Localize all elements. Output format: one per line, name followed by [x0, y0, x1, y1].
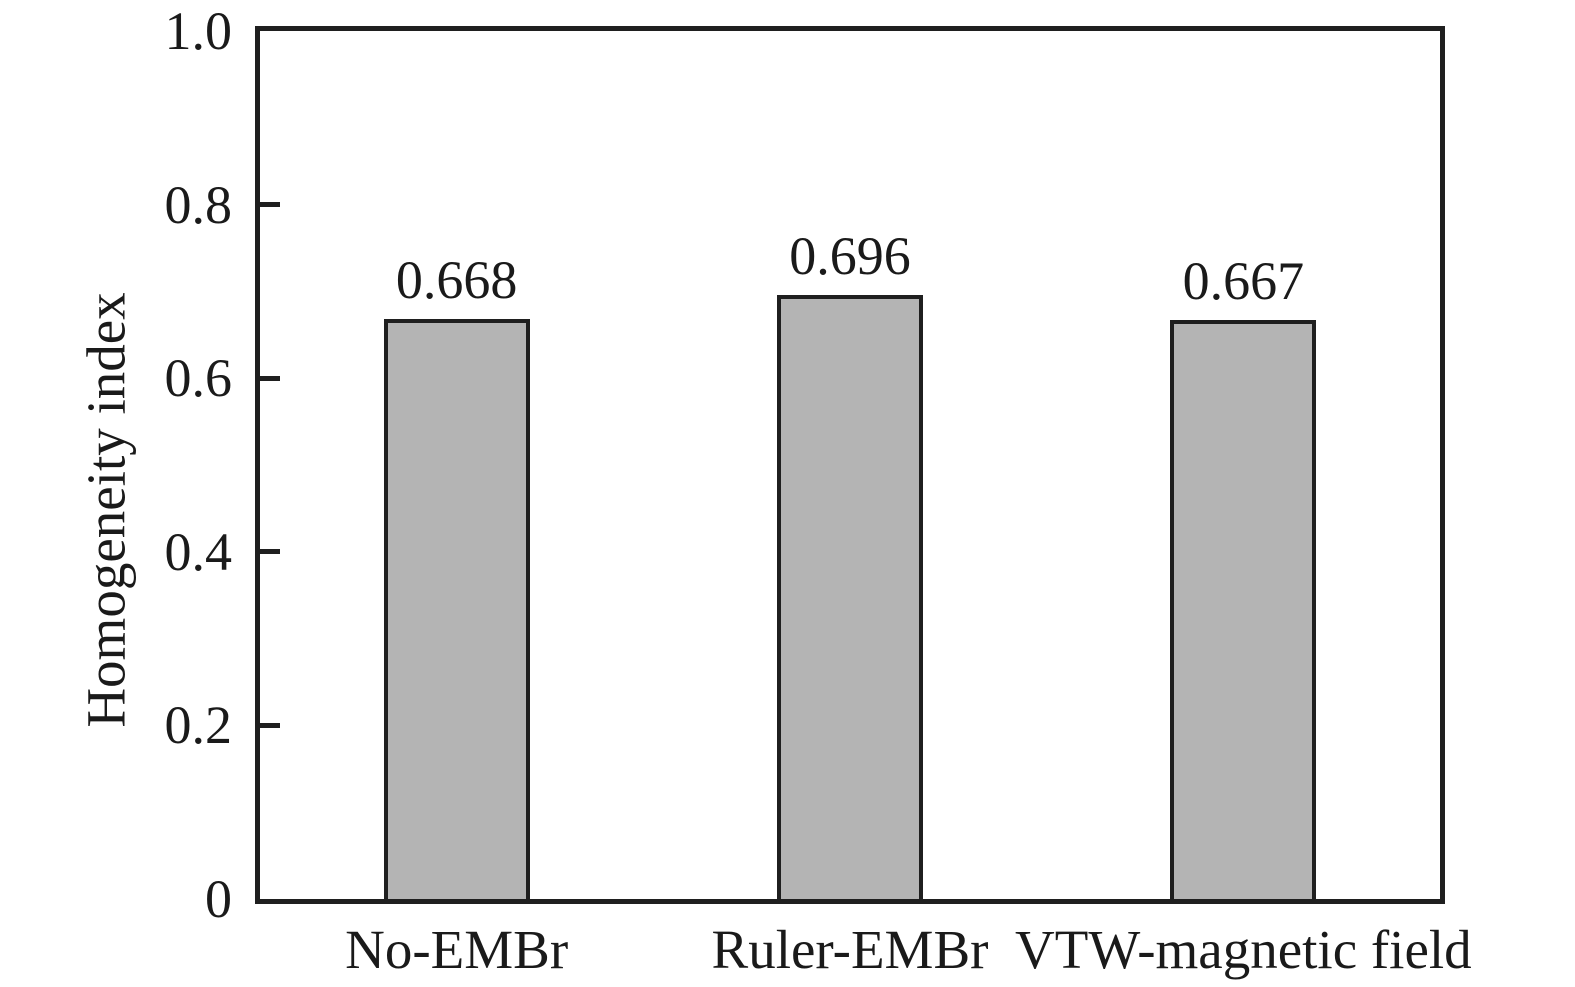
y-axis-tick-label: 1.0 [164, 1, 233, 61]
y-axis-tick-labels: 0 0.2 0.4 0.6 0.8 1.0 [0, 4, 233, 926]
bars-container: 0.668 0.696 0.667 [260, 31, 1440, 899]
x-axis-tick-labels: No-EMBr Ruler-EMBr VTW-magnetic field [260, 919, 1472, 984]
bar-VTW-magnetic field [1170, 320, 1317, 899]
x-axis-tick-label: VTW-magnetic field [1015, 919, 1472, 980]
bar-No-EMBr [383, 319, 530, 899]
y-axis-tick-label: 0.4 [164, 521, 233, 582]
y-axis-tick [260, 549, 280, 555]
y-axis-tick-label: 0.8 [164, 174, 233, 235]
x-axis-tick-label: Ruler-EMBr [711, 919, 989, 980]
y-axis-ticks [260, 31, 1440, 899]
bar-value-label: 0.667 [1182, 251, 1305, 312]
bar-value-label: 0.696 [789, 225, 911, 286]
y-axis-tick [260, 202, 280, 208]
y-axis-tick-label: 0 [205, 869, 232, 929]
y-axis-tick-label: 0.2 [164, 695, 233, 756]
bar-value-label: 0.668 [395, 250, 518, 311]
x-axis-tick-label: No-EMBr [345, 919, 569, 980]
bar-Ruler-EMBr [777, 294, 923, 899]
y-axis-tick [260, 722, 280, 728]
plot-area: 0.668 0.696 0.667 [255, 26, 1445, 904]
y-axis-tick-label: 0.6 [164, 348, 233, 409]
y-axis-tick [260, 375, 280, 381]
